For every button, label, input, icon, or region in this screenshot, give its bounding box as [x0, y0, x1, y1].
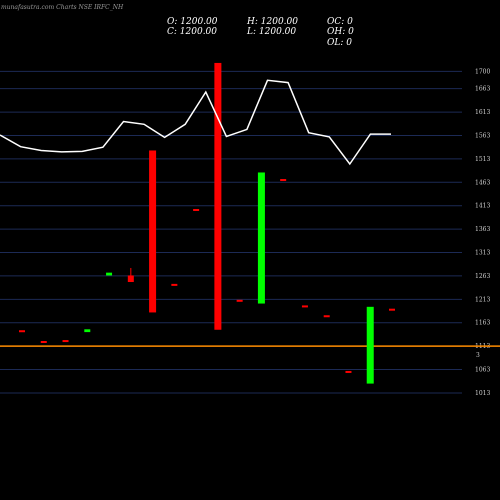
y-tick-label: 1213: [475, 296, 490, 303]
y-tick-label: 1313: [475, 250, 490, 257]
y-tick-label: 1413: [475, 203, 490, 210]
ohlc-ol-label: OL:: [327, 38, 344, 48]
candles: [19, 62, 395, 384]
y-tick-label: 1663: [475, 86, 490, 93]
y-tick-label: 1163: [475, 320, 490, 327]
candle-body: [62, 340, 69, 343]
candle-body: [301, 305, 308, 308]
ohlc-oh: OH: 0: [327, 27, 354, 37]
watermark-site: munafasutra.com: [1, 4, 55, 11]
ohlc-high-label: H:: [247, 17, 258, 27]
ohlc-close-value: 1200.00: [179, 27, 218, 37]
ohlc-oc-value: 0: [347, 17, 353, 27]
ohlc-open-label: O:: [167, 17, 178, 27]
ohlc-low-label: L:: [247, 27, 257, 37]
candle-body: [257, 172, 265, 304]
y-tick-label: 1063: [475, 367, 490, 374]
y-tick-label: 1263: [475, 273, 490, 280]
ohlc-low: L: 1200.00: [247, 27, 296, 37]
ohlc-low-value: 1200.00: [258, 27, 297, 37]
candle-body: [106, 272, 113, 276]
candle-body: [19, 330, 25, 333]
y-tick-label: 1363: [475, 226, 490, 233]
candle-body: [127, 275, 134, 283]
candle-body: [345, 370, 352, 373]
ohlc-ol-value: 0: [346, 38, 352, 48]
candle-body: [193, 208, 200, 211]
ohlc-open-value: 1200.00: [180, 17, 218, 27]
y-tick-label: 1613: [475, 109, 490, 116]
watermark: munafasutra.com Charts NSE IRFC_NH: [1, 4, 125, 11]
ohlc-ol: OL: 0: [327, 38, 352, 48]
ohlc-oc: OC: 0: [327, 17, 353, 27]
candle-body: [236, 299, 243, 302]
ohlc-close: C: 1200.00: [167, 27, 217, 37]
candle-body: [171, 283, 178, 286]
ohlc-close-label: C:: [167, 27, 177, 37]
price-line: [0, 79, 391, 166]
hline-label: 3: [476, 352, 480, 359]
overlay-line: [0, 79, 391, 166]
y-tick-label: 1563: [475, 132, 490, 139]
reference-line: 3: [0, 345, 500, 359]
candle-body: [214, 62, 222, 330]
ohlc-high: H: 1200.00: [247, 17, 298, 27]
candle-body: [389, 308, 395, 311]
ohlc-high-value: 1200.00: [260, 17, 298, 27]
candle-body: [149, 150, 157, 313]
ohlc-oc-label: OC:: [327, 17, 345, 27]
ohlc-oh-label: OH:: [327, 27, 346, 37]
candle-body: [40, 340, 47, 343]
y-tick-label: 1700: [475, 68, 490, 75]
ohlc-open: O: 1200.00: [167, 17, 218, 27]
ohlc-oh-value: 0: [348, 27, 354, 37]
y-axis-ticks: 1700 1663 1613 1563 1513 1463 1413 1363 1313 1263…: [475, 68, 490, 397]
grid-lines: [0, 70, 462, 394]
candle-body: [84, 329, 91, 333]
watermark-text: Charts NSE IRFC_NH: [56, 4, 124, 11]
y-tick-label: 1013: [475, 390, 490, 397]
candle-body: [280, 179, 287, 182]
candle-body: [323, 315, 330, 318]
y-tick-label: 1513: [475, 156, 490, 163]
y-tick-label: 1463: [475, 179, 490, 186]
candle-body: [366, 306, 374, 384]
